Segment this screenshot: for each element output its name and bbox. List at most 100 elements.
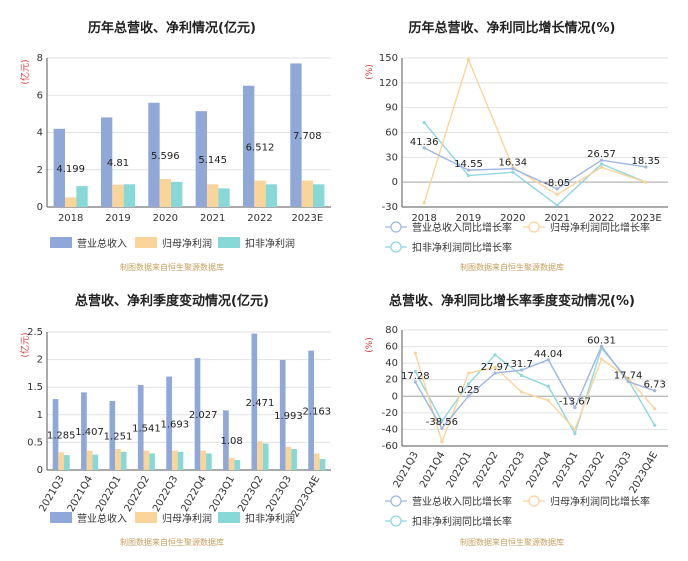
y-tick-label: 60 bbox=[385, 342, 398, 353]
bar bbox=[143, 450, 150, 470]
data-label: 1.285 bbox=[47, 431, 76, 442]
legend-marker bbox=[390, 241, 402, 253]
data-label: 2.027 bbox=[189, 410, 218, 421]
series-line bbox=[414, 352, 656, 445]
bar bbox=[313, 184, 325, 207]
legend-item[interactable]: 扣非净利润 bbox=[218, 237, 295, 250]
data-label: 2.471 bbox=[246, 398, 275, 409]
bar bbox=[308, 350, 314, 470]
legend-item[interactable]: 归母净利润同比增长率 bbox=[523, 495, 650, 508]
bar bbox=[159, 179, 172, 207]
bar bbox=[109, 400, 116, 470]
bar bbox=[218, 188, 230, 207]
legend-item[interactable]: 营业总收入 bbox=[50, 512, 127, 525]
bar bbox=[120, 451, 127, 470]
bar bbox=[81, 392, 87, 470]
series-line bbox=[423, 147, 646, 190]
bar bbox=[115, 449, 121, 470]
data-label: 26.57 bbox=[587, 149, 616, 160]
x-tick-label: 2023Q1 bbox=[208, 474, 237, 514]
bar bbox=[285, 446, 292, 470]
chart-title: 总营收、净利季度变动情况(亿元) bbox=[75, 293, 269, 309]
data-point bbox=[555, 192, 559, 197]
x-tick-label: 2023Q3 bbox=[604, 450, 633, 490]
legend-item[interactable]: 归母净利润 bbox=[135, 237, 212, 250]
legend-item[interactable]: 扣非净利润同比增长率 bbox=[385, 515, 512, 528]
x-tick-label: 2022Q3 bbox=[498, 450, 527, 490]
data-point bbox=[626, 376, 630, 380]
legend-swatch bbox=[135, 237, 157, 248]
bar bbox=[301, 180, 314, 207]
legend-item[interactable]: 营业总收入同比增长率 bbox=[385, 495, 512, 508]
x-tick-label: 2022Q1 bbox=[94, 474, 123, 514]
y-tick-label: 40 bbox=[385, 358, 398, 369]
data-label: 44.04 bbox=[534, 349, 563, 360]
x-tick-label: 2022Q4 bbox=[179, 474, 208, 514]
data-label: 16.34 bbox=[499, 158, 528, 169]
chart-title: 总营收、净利同比增长率季度变动情况(%) bbox=[389, 293, 635, 309]
data-point bbox=[573, 431, 577, 436]
data-point bbox=[573, 406, 577, 410]
data-label: 1.541 bbox=[132, 423, 161, 434]
data-label: 6.512 bbox=[246, 142, 275, 153]
data-point bbox=[555, 187, 559, 191]
data-point bbox=[653, 389, 657, 393]
legend-swatch bbox=[50, 237, 72, 248]
x-tick-label: 2019 bbox=[456, 213, 481, 224]
series-line bbox=[423, 57, 647, 204]
chart-annual_growth: 历年总营收、净利同比增长情况(%) (%) -30 0 30 60 90 120 150 41.3… bbox=[365, 20, 668, 272]
data-label: 17.74 bbox=[614, 371, 643, 382]
legend-marker bbox=[390, 495, 402, 507]
legend-item[interactable]: 营业总收入同比增长率 bbox=[385, 221, 512, 234]
y-tick-label: 0 bbox=[37, 202, 43, 213]
x-tick-label: 2021Q3 bbox=[37, 474, 66, 514]
x-tick-label: 2023E bbox=[630, 213, 662, 224]
legend-label: 营业总收入 bbox=[77, 512, 127, 525]
y-unit-label: (亿元) bbox=[19, 59, 31, 84]
data-point bbox=[546, 384, 550, 388]
source-note: 制图数据来自恒生聚源数据库 bbox=[460, 537, 564, 547]
data-label: 1.251 bbox=[104, 431, 133, 442]
legend-item[interactable]: 扣非净利润 bbox=[218, 512, 295, 525]
bar bbox=[254, 180, 266, 207]
y-tick-label: 30 bbox=[385, 152, 398, 163]
data-point bbox=[466, 173, 471, 178]
data-point bbox=[599, 357, 604, 361]
legend-item[interactable]: 营业总收入 bbox=[50, 237, 127, 250]
data-point bbox=[555, 203, 559, 207]
data-point bbox=[440, 426, 444, 430]
bar bbox=[171, 450, 178, 470]
data-label: 1.08 bbox=[220, 436, 242, 447]
bar bbox=[64, 455, 70, 470]
x-tick-label: 2021 bbox=[544, 213, 569, 224]
bar bbox=[177, 451, 184, 470]
legend-item[interactable]: 归母净利润 bbox=[135, 512, 212, 525]
data-point bbox=[644, 165, 648, 169]
data-label: 17.28 bbox=[401, 371, 430, 382]
y-tick-label: 120 bbox=[379, 78, 398, 89]
legend-label: 扣非净利润 bbox=[245, 237, 295, 250]
x-tick-label: 2022 bbox=[247, 213, 272, 224]
data-label: 0.25 bbox=[457, 385, 479, 396]
y-unit-label: (%) bbox=[365, 64, 375, 80]
bar bbox=[112, 184, 124, 207]
data-point bbox=[440, 440, 444, 444]
data-point bbox=[466, 168, 471, 172]
y-tick-label: 0 bbox=[37, 465, 43, 476]
data-point bbox=[644, 180, 648, 184]
x-tick-label: 2018 bbox=[411, 213, 436, 224]
x-tick-label: 2023Q2 bbox=[578, 450, 607, 490]
data-point bbox=[546, 398, 550, 403]
data-point bbox=[422, 201, 426, 205]
x-tick-label: 2022Q3 bbox=[151, 474, 180, 514]
data-point bbox=[520, 373, 524, 378]
legend-swatch bbox=[50, 512, 72, 523]
y-tick-label: 8 bbox=[37, 53, 43, 64]
x-tick-label: 2022Q4 bbox=[525, 450, 554, 490]
legend-item[interactable]: 扣非净利润同比增长率 bbox=[385, 241, 512, 254]
legend-item[interactable]: 归母净利润同比增长率 bbox=[523, 221, 650, 234]
bar bbox=[86, 450, 93, 470]
source-note: 制图数据来自恒生聚源数据库 bbox=[460, 262, 564, 272]
legend-label: 扣非净利润 bbox=[245, 512, 295, 525]
data-point bbox=[599, 165, 604, 169]
